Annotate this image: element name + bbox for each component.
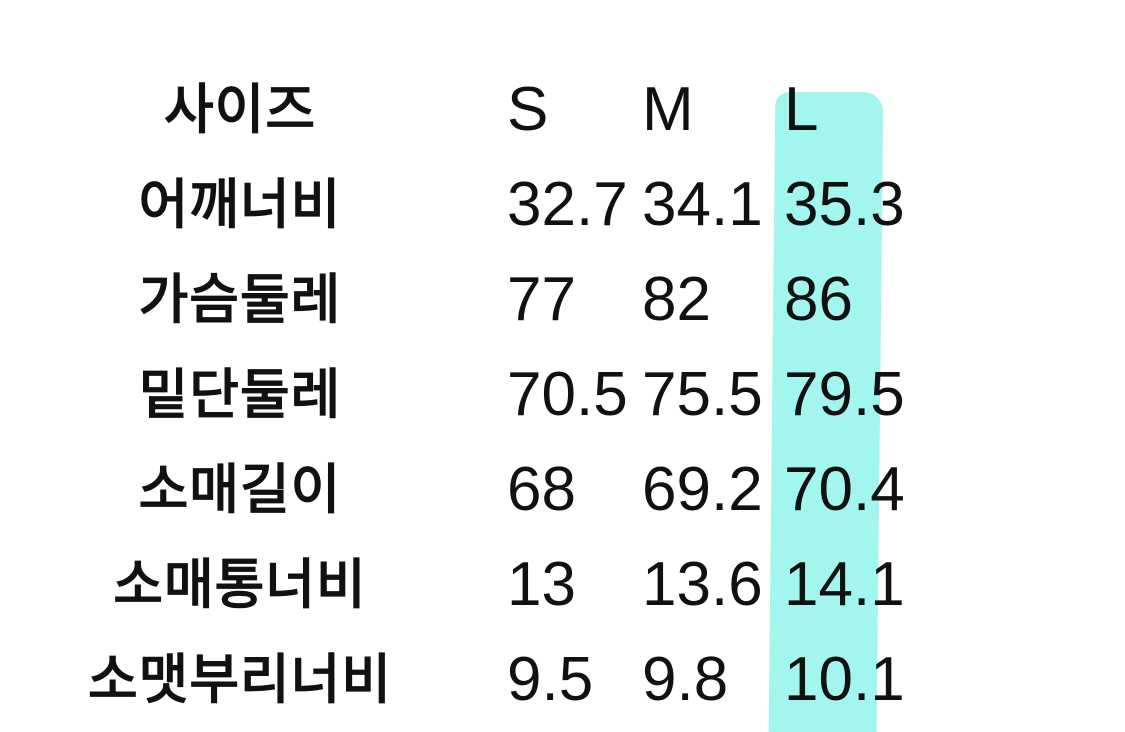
cell-size-l: 35.3 (784, 170, 905, 239)
cell-size-s: 9.5 (507, 645, 594, 714)
cell-size-l: 79.5 (784, 360, 905, 429)
row-label: 어깨너비 (138, 175, 342, 235)
header-size-l: L (784, 75, 819, 144)
cell-size-m: 75.5 (642, 360, 763, 429)
table-row: 소매통너비 13 13.6 14.1 (0, 537, 1125, 633)
cell-size-m: 34.1 (642, 170, 763, 239)
header-size-s: S (507, 75, 549, 144)
cell-size-s: 77 (507, 265, 576, 334)
cell-size-m: 9.8 (642, 645, 729, 714)
cell-size-s: 70.5 (507, 360, 628, 429)
row-label: 가슴둘레 (138, 270, 342, 330)
table-row: 소매길이 68 69.2 70.4 (0, 442, 1125, 538)
row-label: 소맷부리너비 (87, 650, 393, 710)
cell-size-m: 82 (642, 265, 711, 334)
cell-size-m: 13.6 (642, 550, 763, 619)
cell-size-m: 69.2 (642, 455, 763, 524)
row-label: 소매통너비 (113, 555, 367, 615)
cell-size-l: 14.1 (784, 550, 905, 619)
cell-size-s: 68 (507, 455, 576, 524)
row-label: 소매길이 (138, 460, 342, 520)
cell-size-l: 70.4 (784, 455, 905, 524)
cell-size-l: 86 (784, 265, 853, 334)
cell-size-l: 10.1 (784, 645, 905, 714)
cell-size-s: 13 (507, 550, 576, 619)
table-row: 어깨너비 32.7 34.1 35.3 (0, 157, 1125, 253)
row-label: 밑단둘레 (138, 365, 342, 425)
header-label: 사이즈 (163, 80, 317, 140)
header-size-m: M (642, 75, 694, 144)
table-row: 밑단둘레 70.5 75.5 79.5 (0, 347, 1125, 443)
table-row: 가슴둘레 77 82 86 (0, 252, 1125, 348)
table-header-row: 사이즈 S M L (0, 62, 1125, 158)
table-row: 소맷부리너비 9.5 9.8 10.1 (0, 632, 1125, 728)
cell-size-s: 32.7 (507, 170, 628, 239)
